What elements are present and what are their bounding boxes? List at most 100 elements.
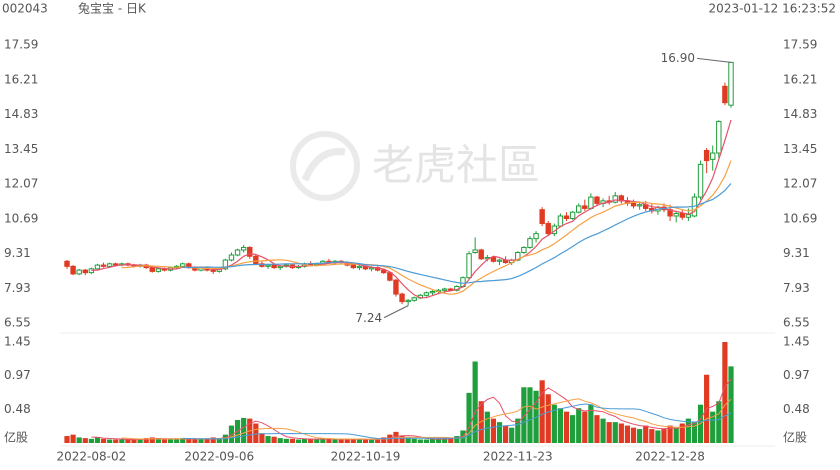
candle-body (685, 214, 692, 218)
volume-bar (210, 437, 216, 443)
volume-bar (472, 361, 478, 443)
candle-body (636, 204, 643, 207)
volume-bar (186, 438, 192, 443)
volume-bar (679, 423, 685, 443)
candle-body (697, 163, 704, 198)
volume-bar (143, 438, 149, 443)
candle-body (277, 265, 283, 269)
max-label: 16.90 (661, 51, 695, 65)
volume-bar (466, 392, 472, 443)
candle-body (441, 288, 448, 291)
y-tick-label: 9.31 (4, 246, 31, 260)
volume-bar (332, 439, 338, 443)
volume-bar (167, 439, 174, 443)
volume-bar (563, 411, 570, 443)
volume-bar (82, 438, 88, 443)
volume-bar (180, 438, 186, 443)
volume-bar (728, 366, 734, 443)
candle-body (490, 257, 497, 262)
volume-bar (375, 438, 381, 443)
volume-bar (606, 422, 612, 443)
volume-bar (76, 437, 82, 443)
volume-bar (241, 417, 247, 443)
volume-bar (710, 411, 716, 443)
volume-bar (113, 439, 119, 443)
volume-bar (301, 438, 308, 443)
watermark-logo (290, 131, 360, 201)
volume-bar (442, 438, 448, 443)
candle-body (70, 265, 76, 275)
volume-bar (503, 425, 509, 443)
candle-body (64, 260, 70, 267)
candle-body (478, 249, 484, 260)
volume-bar (411, 438, 417, 443)
volume-bar (295, 439, 302, 443)
x-tick-label: 2022-08-02 (56, 450, 126, 464)
candle-body (594, 196, 600, 204)
volume-bar (277, 438, 283, 443)
candle-body (82, 269, 88, 274)
volume-bar (381, 437, 387, 443)
max-label-leader (696, 57, 732, 63)
min-label-leader (383, 305, 409, 319)
volume-bar (557, 408, 564, 443)
volume-bar (228, 425, 235, 443)
y-tick-label: 16.21 (4, 72, 38, 86)
candle-body (472, 249, 478, 253)
volume-bar (612, 422, 618, 443)
volume-bar (637, 429, 643, 443)
candle-body (582, 205, 588, 209)
volume-bar (271, 436, 277, 443)
candle-body (728, 61, 734, 106)
volume-tick-label-right: 0.48 (783, 402, 810, 416)
candle-body (222, 259, 229, 270)
volume-bar (643, 425, 649, 443)
volume-bar (320, 438, 326, 443)
candle-body (466, 253, 472, 279)
volume-bar (174, 438, 180, 443)
volume-bar (338, 439, 344, 443)
volume-bar (588, 404, 594, 443)
volume-tick-label: 0.97 (4, 368, 31, 382)
volume-ma-line (182, 403, 732, 440)
volume-bar (405, 438, 411, 443)
candle-body (716, 121, 722, 154)
candle-body (710, 152, 716, 160)
volume-bar (125, 439, 131, 443)
candle-body (228, 254, 235, 261)
candle-body (399, 293, 405, 303)
candle-body (673, 212, 679, 217)
candle-body (155, 268, 162, 272)
candle-body (393, 279, 399, 295)
volume-bar (94, 437, 101, 443)
volume-bar (107, 439, 113, 443)
volume-tick-label: 1.45 (4, 335, 31, 349)
volume-bar (399, 436, 405, 443)
volume-bar (350, 438, 356, 443)
chart-title: 兔宝宝 - 日K (78, 1, 147, 16)
volume-bar (417, 439, 423, 443)
volume-tick-label-right: 亿股 (783, 430, 807, 445)
volume-bar (673, 427, 679, 443)
candle-body (271, 264, 277, 269)
volume-bar (661, 429, 667, 443)
volume-bar (308, 438, 314, 443)
volume-bar (521, 387, 527, 443)
candle-body (545, 223, 551, 235)
candle-body (557, 215, 564, 227)
candle-body (253, 255, 259, 265)
volume-bar (161, 439, 168, 443)
y-tick-label-right: 17.59 (783, 38, 817, 52)
candle-body (240, 246, 247, 251)
volume-bar (137, 439, 143, 443)
volume-bar (515, 418, 521, 443)
candle-body (679, 212, 685, 218)
y-tick-label-right: 9.31 (783, 246, 810, 260)
volume-bar (722, 342, 728, 443)
candle-body (423, 292, 430, 296)
y-tick-label-right: 12.07 (783, 177, 817, 191)
candle-body (381, 269, 387, 274)
candle-body (722, 85, 728, 104)
candle-body (429, 291, 436, 294)
volume-bar (496, 422, 503, 443)
